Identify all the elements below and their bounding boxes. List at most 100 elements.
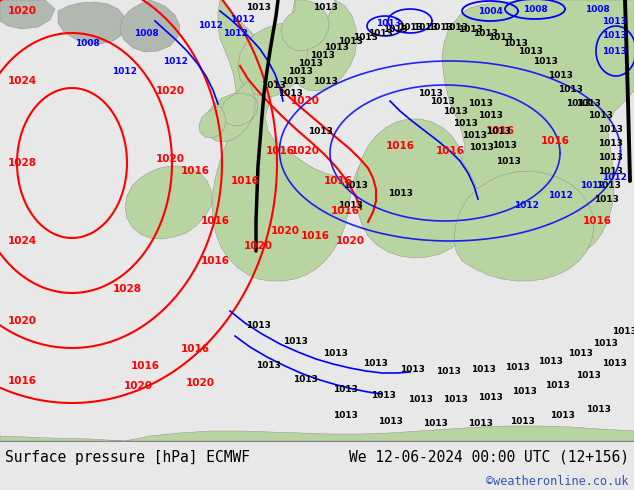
Text: 1013: 1013 [477,112,502,121]
Polygon shape [199,106,226,138]
Polygon shape [281,0,329,51]
Text: 1013: 1013 [423,418,448,427]
Text: 1013: 1013 [413,23,437,31]
Text: 1013: 1013 [470,366,495,374]
Text: 1013: 1013 [576,98,600,107]
Text: 1013: 1013 [399,365,424,373]
Text: 1020: 1020 [243,241,273,251]
Text: 1008: 1008 [585,4,609,14]
Text: 1013: 1013 [588,112,612,121]
Polygon shape [120,0,180,52]
Text: 1013: 1013 [567,348,592,358]
Text: 1020: 1020 [8,6,37,16]
Text: 1013: 1013 [477,392,502,401]
Text: 1012: 1012 [602,172,626,181]
Text: 1016: 1016 [486,126,515,136]
Polygon shape [356,119,478,258]
Text: 1013: 1013 [510,416,534,425]
Text: 1012: 1012 [514,201,538,211]
Text: 1013: 1013 [545,381,569,390]
Text: 1013: 1013 [408,394,432,403]
Text: 1016: 1016 [131,361,160,371]
Text: 1013: 1013 [548,72,573,80]
Text: 1013: 1013 [313,76,337,85]
Text: 1013: 1013 [430,97,455,105]
Text: 1013: 1013 [472,28,498,38]
Text: 1013: 1013 [309,50,335,59]
Text: 1013: 1013 [593,195,618,203]
Text: 1016: 1016 [200,256,230,266]
Text: 1013: 1013 [333,412,358,420]
Text: 1013: 1013 [512,388,536,396]
Text: 1013: 1013 [337,201,363,211]
Text: 1013: 1013 [387,189,413,197]
Text: 1013: 1013 [337,38,363,47]
Polygon shape [205,81,258,142]
Text: 1013: 1013 [602,47,626,55]
Text: 1013: 1013 [313,3,337,13]
Text: 1013: 1013 [353,32,377,42]
Text: 1013: 1013 [342,181,368,191]
Text: 1016: 1016 [181,344,209,354]
Text: 1013: 1013 [517,47,543,55]
Text: 1024: 1024 [8,236,37,246]
Text: 1020: 1020 [186,378,214,388]
Text: 1013: 1013 [363,359,387,368]
Text: 1013: 1013 [598,139,623,147]
Text: 1012: 1012 [112,67,136,75]
Text: 1028: 1028 [8,158,37,168]
Text: 1013: 1013 [261,81,285,91]
Text: 1004: 1004 [477,6,502,16]
Text: 1013: 1013 [469,143,493,151]
Text: 1013: 1013 [467,418,493,427]
Text: 1012: 1012 [198,21,223,29]
Text: 1020: 1020 [290,146,320,156]
Text: 1013: 1013 [602,17,626,25]
Polygon shape [0,426,634,441]
Text: 1013: 1013 [281,77,306,87]
Text: 1016: 1016 [436,146,465,156]
Polygon shape [288,0,357,91]
Text: 1012: 1012 [162,56,188,66]
Text: Surface pressure [hPa] ECMWF: Surface pressure [hPa] ECMWF [5,450,250,465]
Text: 1013: 1013 [443,106,467,116]
Text: 1013: 1013 [418,89,443,98]
Text: 1016: 1016 [385,141,415,151]
Text: 1013: 1013 [427,23,453,31]
Text: 1013: 1013 [462,130,486,140]
Text: 1013: 1013 [593,339,618,347]
Polygon shape [58,2,127,44]
Text: 1020: 1020 [155,86,184,96]
Text: 1020: 1020 [335,236,365,246]
Text: We 12-06-2024 00:00 UTC (12+156): We 12-06-2024 00:00 UTC (12+156) [349,450,629,465]
Text: 1012: 1012 [230,15,254,24]
Text: 1016: 1016 [323,176,353,186]
Text: 1013: 1013 [598,152,623,162]
Text: 1013: 1013 [496,156,521,166]
Text: 1020: 1020 [155,154,184,164]
Text: 1008: 1008 [134,28,158,38]
Text: 1013: 1013 [503,39,527,48]
Text: 1013: 1013 [595,180,621,190]
Text: 1013: 1013 [245,2,271,11]
Text: 1013: 1013 [453,119,477,127]
Text: 1013: 1013 [375,19,401,27]
Text: 1012: 1012 [579,180,604,190]
Text: 1013: 1013 [598,124,623,133]
Text: 1013: 1013 [557,84,583,94]
Text: 1016: 1016 [200,216,230,226]
Text: 1016: 1016 [301,231,330,241]
Text: ©weatheronline.co.uk: ©weatheronline.co.uk [486,475,629,488]
Text: 1016: 1016 [181,166,209,176]
Text: 1013: 1013 [443,394,467,403]
Text: 1020: 1020 [290,96,320,106]
Text: 1013: 1013 [586,405,611,414]
Text: 1013: 1013 [598,167,623,175]
Text: 1013: 1013 [491,142,517,150]
Text: 1013: 1013 [488,32,512,42]
Text: 1013: 1013 [533,56,557,66]
Polygon shape [0,0,55,29]
Text: 1013: 1013 [297,58,323,68]
Polygon shape [125,166,212,239]
Text: 1013: 1013 [256,362,280,370]
